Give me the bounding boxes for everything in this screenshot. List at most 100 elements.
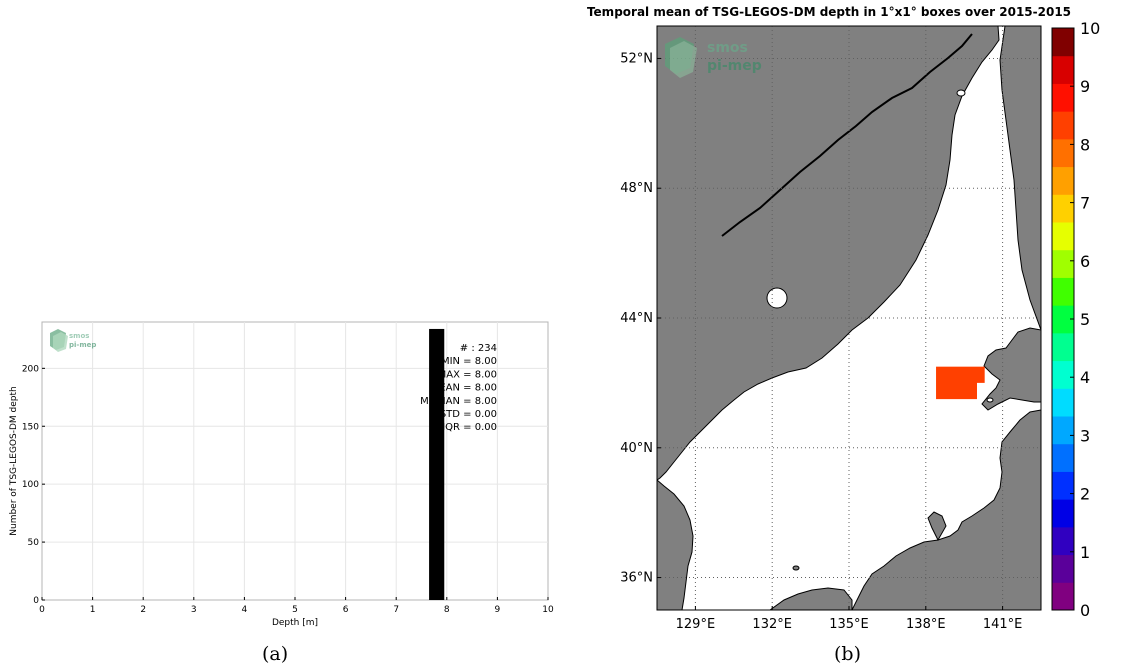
histogram-stats-box: # : 234 MIN = 8.00 MAX = 8.00 MEAN = 8.00 ME… bbox=[420, 343, 497, 433]
land-noto bbox=[927, 511, 947, 542]
colorbar-segment bbox=[1052, 443, 1074, 472]
x-tick-label: 9 bbox=[495, 605, 501, 615]
stats-line: IQR = 0.00 bbox=[442, 422, 497, 433]
land-kyushu bbox=[769, 587, 853, 610]
caption-b: (b) bbox=[834, 643, 861, 665]
colorbar-segment bbox=[1052, 499, 1074, 528]
x-tick-label: 4 bbox=[242, 605, 248, 615]
colorbar-tick-label: 10 bbox=[1080, 19, 1100, 38]
lat-tick-label: 48°N bbox=[620, 181, 653, 196]
x-tick-label: 8 bbox=[444, 605, 450, 615]
stats-line: MIN = 8.00 bbox=[441, 356, 497, 367]
colorbar-tick-label: 6 bbox=[1080, 252, 1090, 271]
amur-river bbox=[721, 33, 973, 237]
smos-pimep-logo: smos pi-mep bbox=[50, 329, 96, 352]
lake-khanka bbox=[766, 287, 788, 309]
data-cell bbox=[977, 366, 985, 383]
x-tick-label: 1 bbox=[90, 605, 96, 615]
stats-line: # : 234 bbox=[460, 343, 497, 354]
logo-text-smos: smos bbox=[69, 332, 89, 340]
x-tick-label: 10 bbox=[542, 605, 554, 615]
colorbar-segment bbox=[1052, 388, 1074, 417]
histogram-grid bbox=[42, 322, 548, 600]
lon-tick-label: 141°E bbox=[983, 617, 1023, 632]
colorbar-tick-label: 3 bbox=[1080, 426, 1090, 445]
caption-a: (a) bbox=[262, 643, 289, 665]
lon-tick-label: 132°E bbox=[752, 617, 792, 632]
colorbar-segment bbox=[1052, 554, 1074, 583]
logo-text-pimep: pi-mep bbox=[69, 341, 96, 349]
y-tick-label: 100 bbox=[22, 480, 39, 490]
x-tick-label: 0 bbox=[39, 605, 45, 615]
lake-small-1 bbox=[956, 89, 966, 97]
colorbar-segment bbox=[1052, 416, 1074, 445]
x-tick-label: 2 bbox=[140, 605, 146, 615]
lon-tick-label: 138°E bbox=[906, 617, 946, 632]
colorbar-segment bbox=[1052, 332, 1074, 362]
stats-line: MEAN = 8.00 bbox=[431, 383, 497, 394]
histogram-y-axis-label: Number of TSG-LEGOS-DM depth bbox=[9, 386, 19, 535]
strait-detail bbox=[986, 397, 994, 403]
stats-line: MAX = 8.00 bbox=[438, 369, 497, 380]
lat-tick-label: 36°N bbox=[620, 571, 653, 586]
lon-tick-label: 135°E bbox=[829, 617, 869, 632]
colorbar-segment bbox=[1052, 166, 1074, 195]
colorbar-segment bbox=[1052, 471, 1074, 500]
colorbar-segment bbox=[1052, 249, 1074, 278]
land-honshu bbox=[851, 409, 1041, 610]
colorbar-tick-label: 9 bbox=[1080, 77, 1090, 96]
colorbar-segment bbox=[1052, 360, 1074, 389]
logo-mark-shadow-icon bbox=[53, 332, 68, 352]
land-sakhalin bbox=[999, 26, 1041, 331]
colorbar-tick-label: 2 bbox=[1080, 485, 1090, 504]
colorbar-tick-label: 4 bbox=[1080, 368, 1090, 387]
map-logo-text-pimep: pi-mep bbox=[707, 58, 762, 74]
island-ulleung bbox=[792, 565, 800, 571]
histogram-x-ticks: 0 1 2 3 4 5 6 7 8 9 10 bbox=[39, 597, 554, 615]
colorbar-tick-label: 8 bbox=[1080, 135, 1090, 154]
colorbar-segment bbox=[1052, 277, 1074, 306]
colorbar-segment bbox=[1052, 111, 1074, 140]
map-content: smos pi-mep bbox=[657, 26, 1041, 610]
y-tick-label: 0 bbox=[33, 596, 39, 606]
histogram-bars bbox=[429, 328, 445, 600]
map-logo-mark-shadow-icon bbox=[670, 41, 697, 78]
colorbar: 0 1 2 3 4 5 6 7 8 9 10 bbox=[1051, 19, 1100, 620]
x-tick-label: 3 bbox=[191, 605, 197, 615]
colorbar-segment bbox=[1052, 582, 1074, 611]
map-title: Temporal mean of TSG-LEGOS-DM depth in 1… bbox=[587, 5, 1071, 19]
stats-line: STD = 0.00 bbox=[440, 409, 497, 420]
map-logo-text-smos: smos bbox=[707, 40, 748, 56]
y-tick-label: 200 bbox=[22, 364, 39, 374]
lat-tick-label: 44°N bbox=[620, 311, 653, 326]
colorbar-tick-label: 7 bbox=[1080, 194, 1090, 213]
map-data-cells bbox=[936, 366, 985, 400]
colorbar-tick-label: 1 bbox=[1080, 543, 1090, 562]
data-cell bbox=[936, 366, 977, 400]
colorbar-segment bbox=[1052, 305, 1074, 334]
colorbar-tick-label: 0 bbox=[1080, 601, 1090, 620]
land-hokkaido bbox=[981, 327, 1041, 411]
map-axis-ticks: 129°E 132°E 135°E 138°E 141°E 36°N 40°N 44°N 48°… bbox=[620, 51, 1022, 632]
lat-tick-label: 40°N bbox=[620, 441, 653, 456]
colorbar-segment bbox=[1052, 526, 1074, 556]
colorbar-segment bbox=[1052, 138, 1074, 168]
colorbar-segment bbox=[1052, 55, 1074, 84]
map-grid bbox=[657, 26, 1041, 610]
histogram-y-ticks: 0 50 100 150 200 bbox=[22, 364, 45, 606]
colorbar-segment bbox=[1052, 83, 1074, 112]
colorbar-tick-label: 5 bbox=[1080, 310, 1090, 329]
x-tick-label: 7 bbox=[393, 605, 399, 615]
map-logo-mark-icon bbox=[665, 37, 694, 74]
map-smos-pimep-logo: smos pi-mep bbox=[665, 37, 762, 78]
x-tick-label: 5 bbox=[292, 605, 298, 615]
y-tick-label: 50 bbox=[28, 538, 40, 548]
lon-tick-label: 129°E bbox=[676, 617, 716, 632]
map-panel: Temporal mean of TSG-LEGOS-DM depth in 1… bbox=[587, 5, 1100, 632]
lat-tick-label: 52°N bbox=[620, 51, 653, 66]
colorbar-segment bbox=[1052, 222, 1074, 251]
histogram-bar bbox=[429, 328, 445, 600]
histogram-panel: 0 1 2 3 4 5 6 7 8 9 10 0 50 100 150 200 Depth [m] Numb… bbox=[9, 321, 554, 628]
colorbar-segment bbox=[1052, 194, 1074, 223]
